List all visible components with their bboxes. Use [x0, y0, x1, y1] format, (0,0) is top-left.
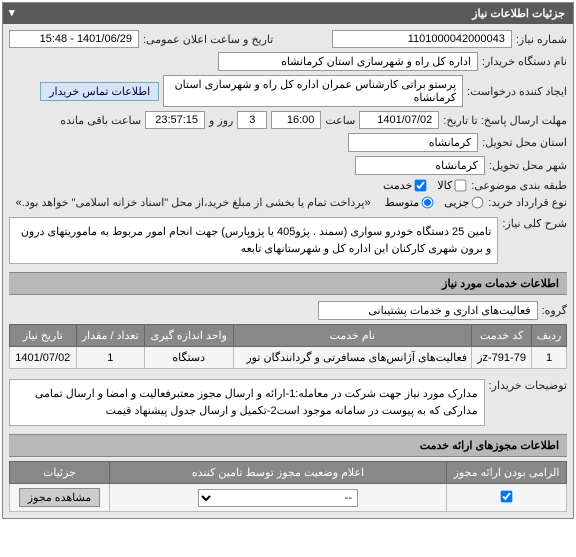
- cell-code: z-791-79ز: [472, 347, 532, 369]
- ct-medium-radio[interactable]: [422, 197, 434, 209]
- city-label: شهر محل تحویل:: [489, 159, 567, 172]
- remain-label: ساعت باقی مانده: [60, 114, 141, 127]
- summary-label: شرح کلی نیاز:: [502, 213, 567, 230]
- col-unit: واحد اندازه گیری: [144, 325, 233, 347]
- panel-header: جزئیات اطلاعات نیاز ▾: [3, 3, 573, 24]
- lic-details-cell: مشاهده مجوز: [10, 484, 110, 512]
- announce-label: تاریخ و ساعت اعلان عمومی:: [143, 33, 273, 46]
- ct-medium-option[interactable]: متوسط: [385, 196, 435, 209]
- panel-title: جزئیات اطلاعات نیاز: [472, 8, 565, 20]
- buyer-field: اداره کل راه و شهرسازی استان کرمانشاه: [218, 52, 478, 71]
- services-table: ردیف کد خدمت نام خدمت واحد اندازه گیری ت…: [9, 324, 567, 369]
- lic-status-cell: --: [110, 484, 447, 512]
- license-table: الزامی بودن ارائه مجوز اعلام وضعیت مجوز …: [9, 461, 567, 512]
- panel-body: شماره نیاز: 1101000042000043 تاریخ و ساع…: [3, 24, 573, 518]
- col-date: تاریخ نیاز: [10, 325, 77, 347]
- remain-time-field: 23:57:15: [145, 111, 205, 129]
- cell-name: فعالیت‌های آژانس‌های مسافرتی و گردانندگا…: [233, 347, 472, 369]
- city-field: کرمانشاه: [355, 156, 485, 175]
- ct-minor-radio[interactable]: [472, 197, 484, 209]
- category-label: طبقه بندی موضوعی:: [471, 179, 567, 192]
- category-radio-group: کالا خدمت: [383, 179, 467, 192]
- group-label: گروه:: [542, 304, 567, 317]
- view-license-button[interactable]: مشاهده مجوز: [19, 488, 100, 507]
- lic-col-mandatory: الزامی بودن ارائه مجوز: [447, 462, 567, 484]
- province-field: کرمانشاه: [348, 133, 478, 152]
- days-label: روز و: [209, 114, 233, 127]
- lic-mandatory-checkbox[interactable]: [501, 490, 513, 502]
- contact-buyer-button[interactable]: اطلاعات تماس خریدار: [40, 82, 159, 101]
- creator-label: ایجاد کننده درخواست:: [467, 85, 567, 98]
- cell-unit: دستگاه: [144, 347, 233, 369]
- need-no-label: شماره نیاز:: [516, 33, 567, 46]
- time-label-1: ساعت: [325, 114, 355, 127]
- col-code: کد خدمت: [472, 325, 532, 347]
- cat-service-checkbox[interactable]: [415, 180, 427, 192]
- collapse-icon[interactable]: ▾: [9, 6, 15, 19]
- lic-col-status: اعلام وضعیت مجوز توسط تامین کننده: [110, 462, 447, 484]
- cat-goods-checkbox[interactable]: [455, 180, 467, 192]
- table-row[interactable]: 1 z-791-79ز فعالیت‌های آژانس‌های مسافرتی…: [10, 347, 567, 369]
- license-row: -- مشاهده مجوز: [10, 484, 567, 512]
- cell-row: 1: [532, 347, 567, 369]
- col-name: نام خدمت: [233, 325, 472, 347]
- buyer-notes-box: مدارک مورد نیاز جهت شرکت در معامله:1-ارا…: [9, 379, 485, 426]
- lic-mandatory-cell: [447, 484, 567, 512]
- lic-status-select[interactable]: --: [198, 489, 358, 507]
- deadline-label: مهلت ارسال پاسخ: تا تاریخ:: [443, 114, 567, 127]
- cell-date: 1401/07/02: [10, 347, 77, 369]
- need-details-panel: جزئیات اطلاعات نیاز ▾ شماره نیاز: 110100…: [2, 2, 574, 519]
- cat-service-option[interactable]: خدمت: [383, 179, 427, 192]
- group-field: فعالیت‌های اداری و خدمات پشتیبانی: [318, 301, 538, 320]
- summary-box: تامین 25 دستگاه خودرو سواری (سمند . پژو4…: [9, 217, 498, 264]
- cat-goods-option[interactable]: کالا: [437, 179, 467, 192]
- buyer-label: نام دستگاه خریدار:: [482, 55, 567, 68]
- deadline-time-field: 16:00: [271, 111, 321, 129]
- creator-field: پرستو براتی کارشناس عمران اداره کل راه و…: [163, 75, 463, 107]
- days-count-field: 3: [237, 111, 267, 129]
- contract-radio-group: جزیی متوسط: [385, 196, 485, 209]
- cell-qty: 1: [76, 347, 144, 369]
- license-section-title: اطلاعات مجوزهای ارائه خدمت: [9, 434, 567, 457]
- ct-minor-option[interactable]: جزیی: [444, 196, 484, 209]
- payment-note: «پرداخت تمام یا بخشی از مبلغ خرید،از محل…: [16, 196, 371, 209]
- col-qty: تعداد / مقدار: [76, 325, 144, 347]
- announce-field: 1401/06/29 - 15:48: [9, 30, 139, 48]
- buyer-notes-label: توضیحات خریدار:: [489, 375, 567, 392]
- province-label: استان محل تحویل:: [482, 136, 567, 149]
- services-section-title: اطلاعات خدمات مورد نیاز: [9, 272, 567, 295]
- need-no-field: 1101000042000043: [332, 30, 512, 48]
- deadline-date-field: 1401/07/02: [359, 111, 439, 129]
- lic-col-details: جزئیات: [10, 462, 110, 484]
- col-row: ردیف: [532, 325, 567, 347]
- services-header-row: ردیف کد خدمت نام خدمت واحد اندازه گیری ت…: [10, 325, 567, 347]
- license-header-row: الزامی بودن ارائه مجوز اعلام وضعیت مجوز …: [10, 462, 567, 484]
- contract-label: نوع قرارداد خرید:: [488, 196, 567, 209]
